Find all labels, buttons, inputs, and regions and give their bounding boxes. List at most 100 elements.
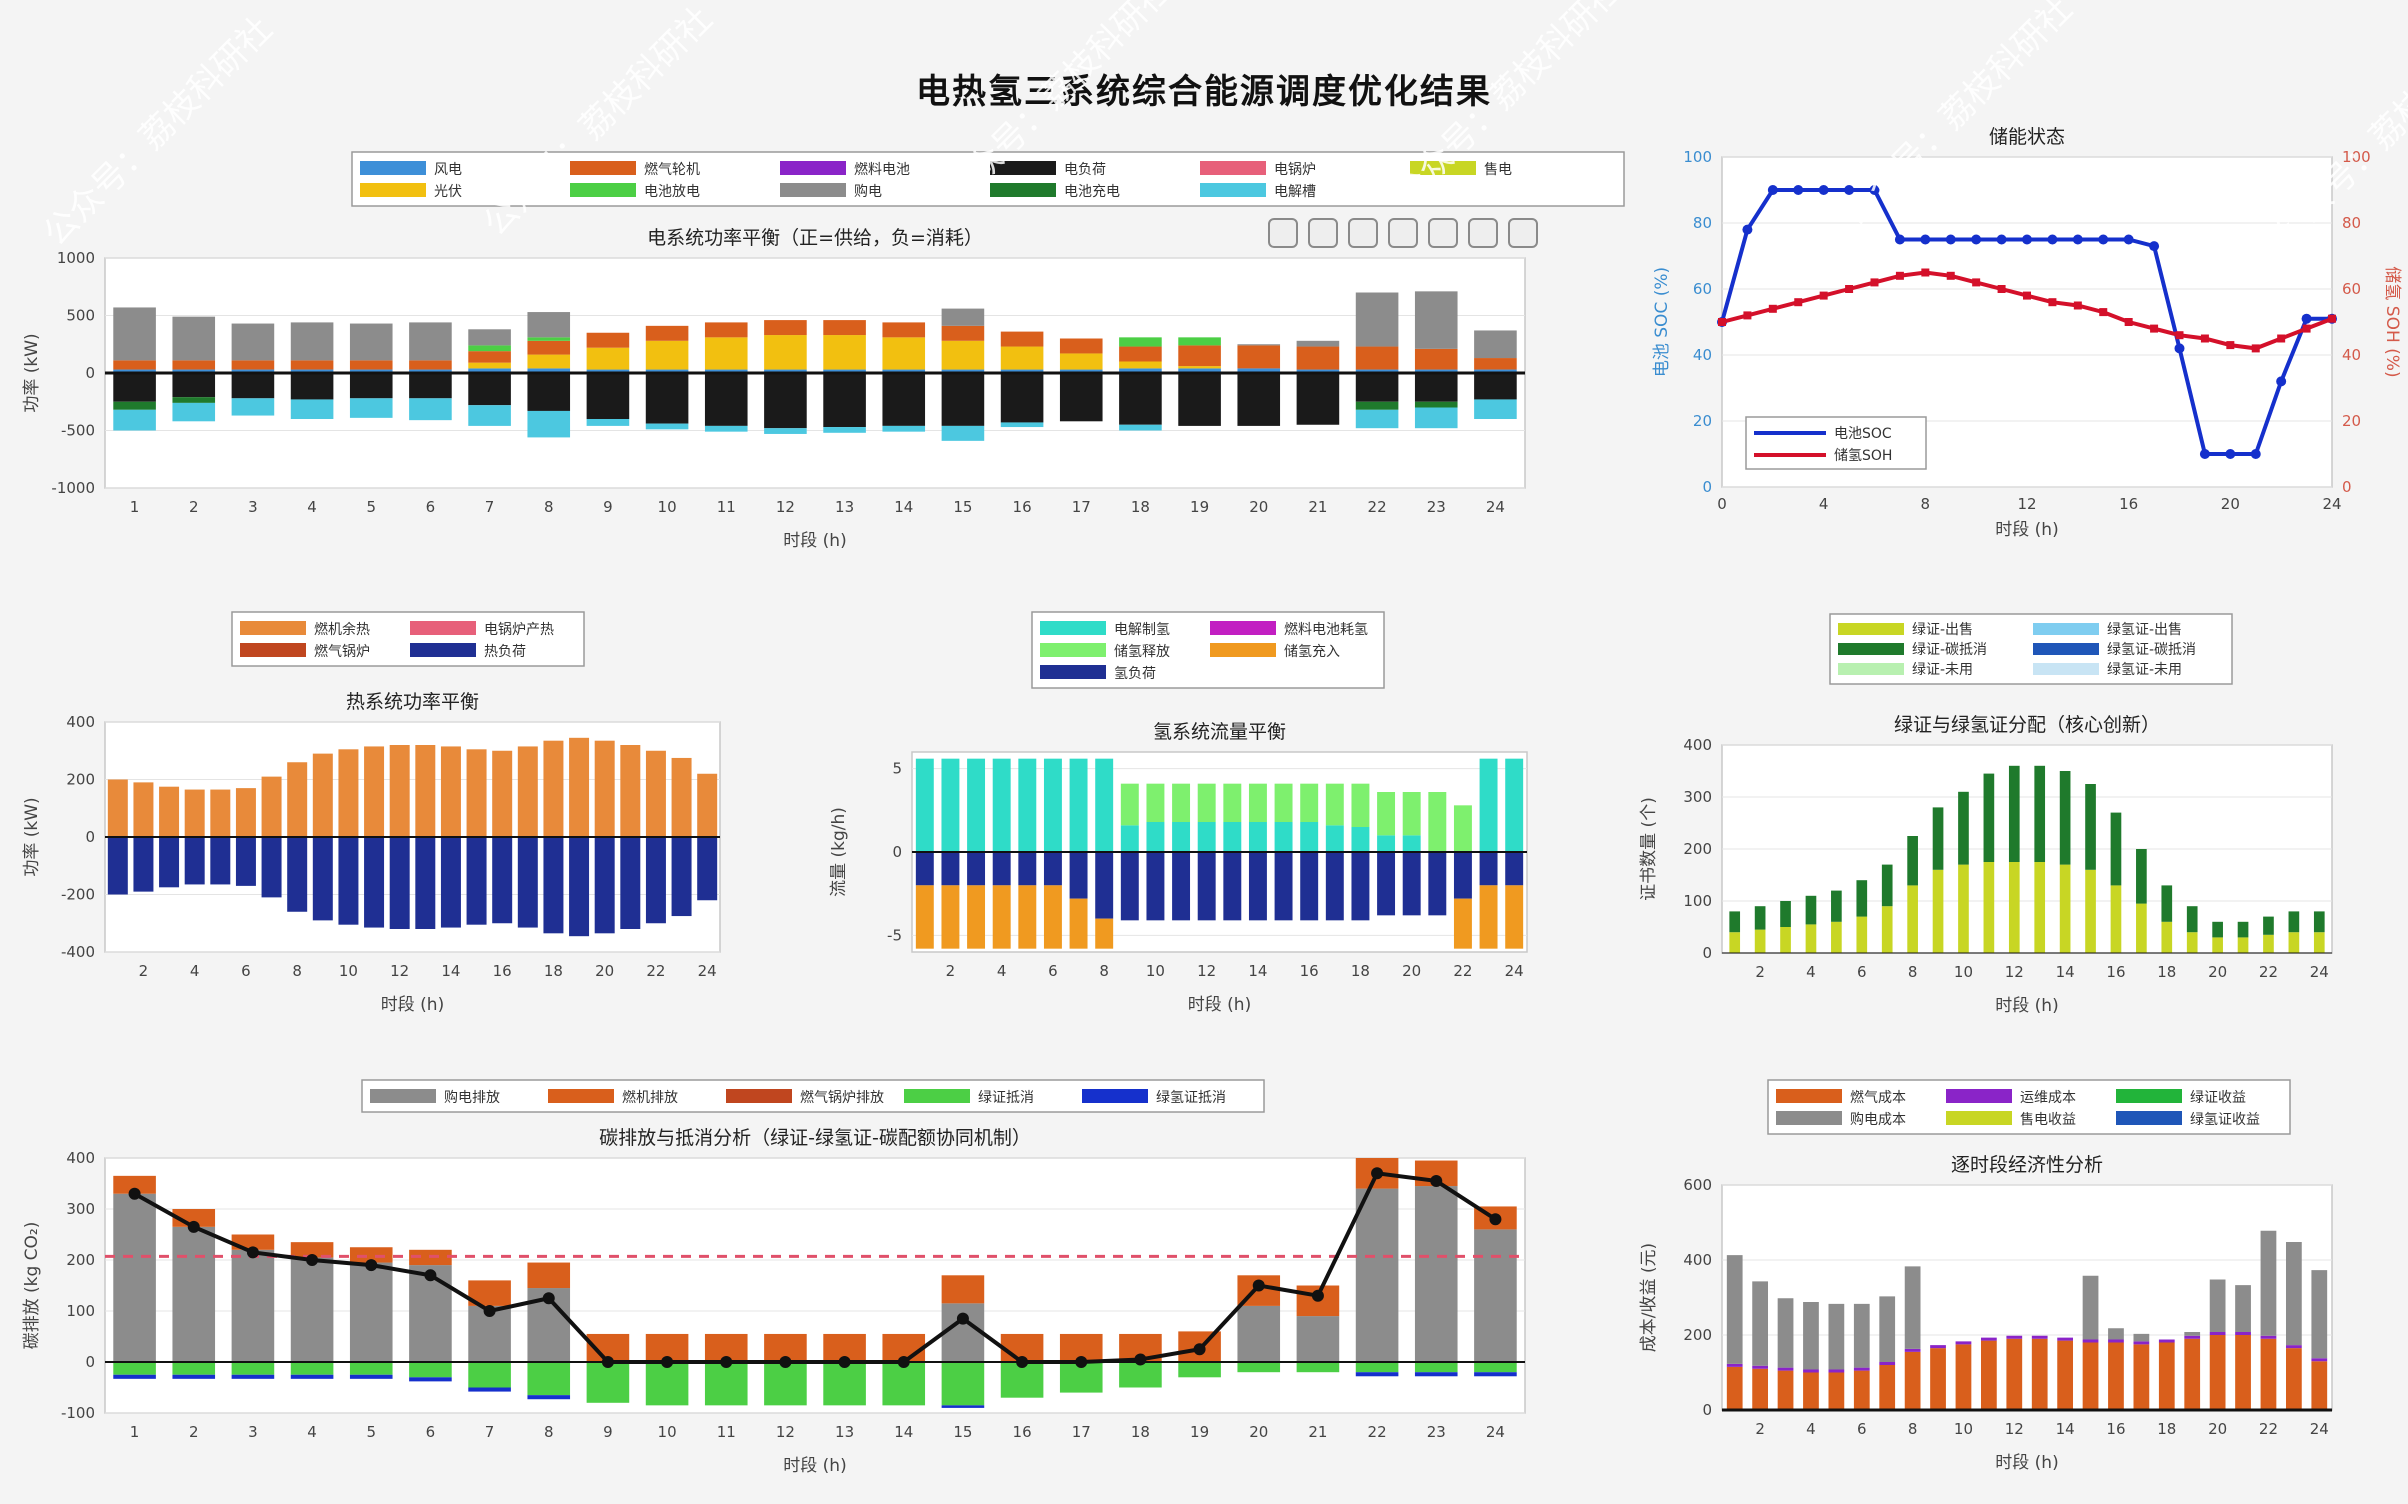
storage-ylabel-right: 储氢 SOH (%): [2382, 266, 2402, 377]
cert-bar: [1805, 895, 1817, 925]
cert-xlabel: 时段 (h): [1995, 996, 2058, 1016]
heat-legend-label: 燃机余热: [314, 621, 370, 638]
data-tips-icon[interactable]: [1308, 218, 1338, 248]
elec-bar: [645, 423, 689, 430]
cert-xtick-label: 22: [2259, 963, 2278, 981]
brush-icon[interactable]: [1268, 218, 1298, 248]
elec-bar: [527, 368, 571, 373]
heat-bar: [697, 773, 718, 837]
h2-xtick-label: 4: [997, 962, 1007, 980]
heat-bar: [645, 750, 666, 837]
h2-bar: [1069, 758, 1088, 852]
econ-title: 逐时段经济性分析: [1951, 1154, 2103, 1176]
zoom-out-icon[interactable]: [1468, 218, 1498, 248]
heat-bar: [620, 837, 641, 929]
elec-bar: [764, 373, 807, 429]
elec-bar: [1474, 330, 1517, 359]
elec-bar: [172, 369, 216, 373]
elec-xtick-label: 11: [717, 498, 736, 516]
elec-bar: [231, 369, 275, 373]
elec-bar: [290, 360, 334, 370]
axes-toolbar: [1268, 218, 1538, 248]
datacursor-icon[interactable]: [1348, 218, 1378, 248]
carbon-bar: [527, 1262, 571, 1289]
econ-xtick-label: 12: [2005, 1420, 2024, 1438]
carbon-net-point: [956, 1312, 969, 1325]
carbon-xtick-label: 16: [1013, 1423, 1032, 1441]
elec-bar: [1119, 361, 1162, 369]
elec-bar: [1474, 358, 1517, 370]
heat-bar: [312, 753, 333, 837]
heat-bar: [671, 837, 692, 917]
h2-bar: [1223, 822, 1242, 852]
econ-bar: [2311, 1270, 2328, 1359]
elec-legend-label: 风电: [434, 162, 462, 178]
h2-bar: [1351, 827, 1370, 852]
carbon-bar: [586, 1362, 630, 1403]
cert-bar: [1780, 927, 1791, 953]
heat-xtick-label: 10: [339, 962, 358, 980]
h2-bar: [967, 758, 986, 852]
h2-bar: [1505, 852, 1524, 886]
econ-legend-label: 运维成本: [2020, 1090, 2076, 1106]
h2-bar: [1300, 783, 1319, 822]
econ-bar: [1930, 1345, 1946, 1349]
elec-legend-label: 电锅炉: [1274, 162, 1316, 178]
econ-legend-swatch: [1776, 1089, 1842, 1103]
elec-bar: [468, 329, 511, 346]
elec-bar: [172, 316, 216, 361]
cert-ylabel: 证书数量 (个): [1639, 797, 1659, 901]
elec-bar: [1474, 373, 1517, 400]
carbon-bar: [764, 1362, 807, 1406]
heat-legend-label: 电锅炉产热: [484, 622, 554, 638]
elec-legend-swatch: [1200, 161, 1266, 175]
cert-bar: [1907, 885, 1918, 953]
elec-bar: [586, 347, 630, 370]
carbon-bar: [1355, 1362, 1399, 1373]
elec-legend-swatch: [570, 161, 636, 175]
carbon-xtick-label: 8: [544, 1423, 554, 1441]
elec-bar: [941, 369, 985, 373]
cert-bar: [2237, 921, 2249, 938]
cert-ytick-label: 400: [1683, 736, 1712, 754]
econ-bar: [1955, 1344, 1972, 1410]
econ-bar: [1980, 1337, 1997, 1341]
elec-ytick-label: -500: [61, 422, 95, 440]
h2-bar: [992, 758, 1011, 852]
cert-xtick-label: 4: [1806, 963, 1816, 981]
storage-point: [1894, 234, 1905, 245]
storage-point: [2073, 301, 2082, 310]
econ-bar: [2082, 1339, 2099, 1343]
econ-legend: [1767, 1079, 2291, 1135]
econ-xtick-label: 14: [2056, 1420, 2075, 1438]
cert-legend-label: 绿氢证-碳抵消: [2107, 642, 2196, 658]
home-icon[interactable]: [1508, 218, 1538, 248]
heat-bar: [235, 837, 256, 886]
h2-bar: [1095, 852, 1114, 919]
econ-legend-label: 绿氢证收益: [2190, 1112, 2260, 1128]
econ-bar: [2209, 1332, 2226, 1335]
zoom-in-icon[interactable]: [1428, 218, 1458, 248]
h2-xtick-label: 2: [946, 962, 956, 980]
carbon-xtick-label: 1: [130, 1423, 140, 1441]
econ-bar: [1828, 1303, 1845, 1370]
storage-point: [1819, 291, 1828, 300]
econ-bar: [2158, 1342, 2175, 1410]
h2-bar: [1248, 852, 1267, 921]
cert-bar: [2008, 765, 2020, 862]
heat-bar: [517, 837, 538, 928]
econ-bar: [1777, 1298, 1794, 1368]
elec-bar: [290, 369, 334, 373]
elec-bar: [468, 368, 511, 373]
elec-bar: [1474, 399, 1517, 419]
carbon-axes-frame: [104, 1157, 1526, 1414]
elec-bar: [586, 369, 630, 373]
elec-bar: [172, 360, 216, 370]
h2-xtick-label: 8: [1099, 962, 1109, 980]
elec-bar: [172, 397, 216, 403]
h2-legend-label: 氢负荷: [1114, 666, 1156, 682]
heat-bar: [261, 837, 282, 898]
pan-icon[interactable]: [1388, 218, 1418, 248]
carbon-legend-swatch: [548, 1089, 614, 1103]
